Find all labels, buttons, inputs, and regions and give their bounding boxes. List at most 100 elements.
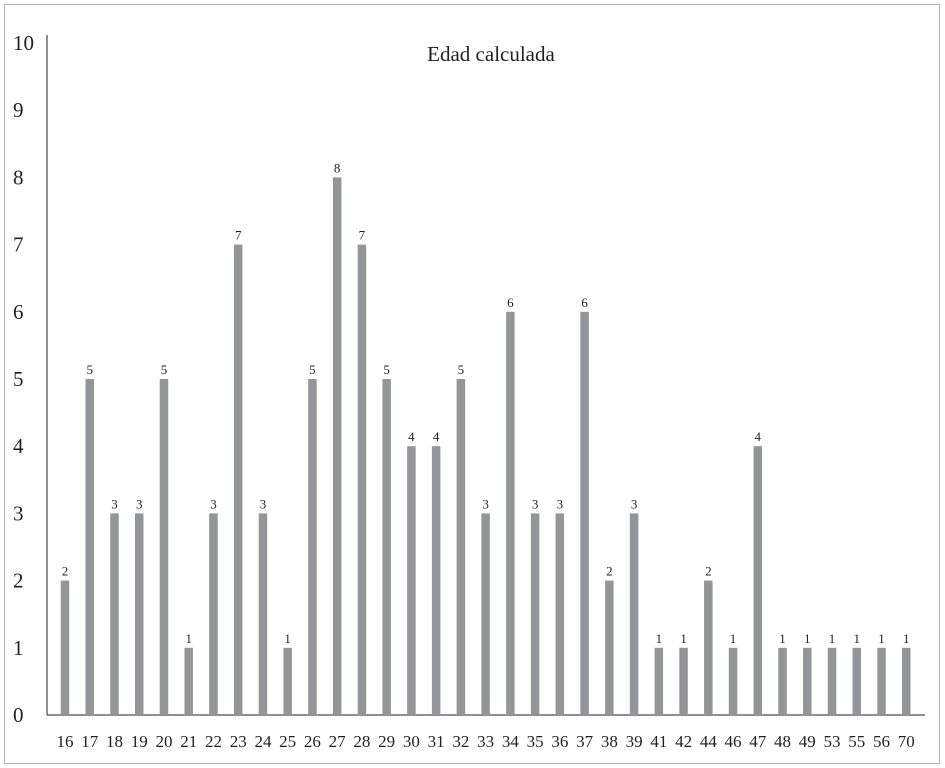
bar <box>728 647 738 715</box>
bar <box>902 647 911 715</box>
data-label: 1 <box>730 631 737 646</box>
bar <box>506 311 515 715</box>
bar <box>134 513 144 715</box>
x-tick-label: 35 <box>527 732 544 751</box>
data-label: 1 <box>656 631 663 646</box>
x-tick-label: 44 <box>700 732 718 751</box>
y-tick-label: 7 <box>13 233 24 257</box>
x-tick-label: 20 <box>155 732 172 751</box>
y-tick-label: 1 <box>13 636 24 660</box>
x-tick-label: 37 <box>576 732 594 751</box>
x-tick-label: 22 <box>205 732 222 751</box>
data-label: 3 <box>136 496 143 511</box>
x-tick-label: 55 <box>848 732 865 751</box>
x-tick-label: 39 <box>626 732 643 751</box>
data-label: 1 <box>854 631 861 646</box>
bar <box>209 513 218 715</box>
y-tick-label: 2 <box>13 569 24 593</box>
data-label: 2 <box>705 564 712 579</box>
data-label: 5 <box>383 362 390 377</box>
bar <box>778 647 787 715</box>
x-tick-label: 49 <box>799 732 816 751</box>
data-label: 3 <box>532 496 539 511</box>
bar <box>357 244 367 715</box>
x-tick-label: 48 <box>774 732 791 751</box>
x-tick-label: 27 <box>329 732 347 751</box>
x-tick-label: 25 <box>279 732 296 751</box>
data-label: 3 <box>210 496 217 511</box>
data-label: 1 <box>680 631 687 646</box>
bar <box>382 379 391 715</box>
x-tick-label: 28 <box>353 732 370 751</box>
y-tick-label: 6 <box>13 300 24 324</box>
data-label: 1 <box>804 631 811 646</box>
bar <box>654 647 664 715</box>
x-tick-label: 16 <box>57 732 74 751</box>
bar <box>85 379 94 715</box>
data-label: 3 <box>557 496 564 511</box>
x-tick-label: 36 <box>551 732 568 751</box>
bar <box>555 513 565 715</box>
y-tick-label: 9 <box>13 98 24 122</box>
y-axis: 0 1 2 3 4 5 6 7 8 9 10 <box>13 31 48 727</box>
x-tick-label: 31 <box>428 732 445 751</box>
data-labels: 2 5 3 3 5 1 3 7 3 1 5 8 7 5 4 4 5 3 6 3 3 6 2 3 1 1 2 1 4 1 1 1 1 1 1 <box>62 160 910 645</box>
x-tick-label: 18 <box>106 732 123 751</box>
data-label: 3 <box>111 496 118 511</box>
x-tick-label: 24 <box>254 732 272 751</box>
y-tick-label: 8 <box>13 165 24 189</box>
bar <box>332 177 342 715</box>
y-tick-label: 3 <box>13 501 24 525</box>
data-label: 2 <box>606 564 613 579</box>
bar <box>456 379 466 715</box>
data-label: 8 <box>334 160 341 175</box>
data-label: 7 <box>235 228 242 243</box>
x-tick-label: 56 <box>873 732 890 751</box>
x-tick-label: 17 <box>81 732 99 751</box>
bar <box>629 513 639 715</box>
data-label: 4 <box>433 429 440 444</box>
x-tick-label: 23 <box>230 732 247 751</box>
x-tick-label: 46 <box>725 732 742 751</box>
data-label: 1 <box>779 631 786 646</box>
x-axis: 16 17 18 19 20 21 22 23 24 25 26 27 28 29 30 31 32 33 34 35… <box>47 714 925 751</box>
data-label: 3 <box>631 496 638 511</box>
bar <box>159 379 169 715</box>
bar <box>605 580 614 715</box>
data-label: 3 <box>482 496 489 511</box>
x-tick-label: 29 <box>378 732 395 751</box>
bar <box>184 647 193 715</box>
bar <box>877 647 886 715</box>
x-tick-label: 19 <box>131 732 148 751</box>
y-tick-label: 4 <box>13 434 24 458</box>
bar <box>233 244 243 715</box>
data-label: 5 <box>309 362 316 377</box>
data-label: 1 <box>284 631 291 646</box>
bar <box>827 647 837 715</box>
data-label: 6 <box>581 295 588 310</box>
x-tick-label: 30 <box>403 732 420 751</box>
bar <box>431 446 441 715</box>
x-tick-label: 21 <box>180 732 197 751</box>
bar <box>283 647 292 715</box>
data-label: 5 <box>86 362 93 377</box>
bar <box>704 580 713 715</box>
data-label: 5 <box>161 362 168 377</box>
data-label: 3 <box>260 496 267 511</box>
x-tick-label: 41 <box>650 732 667 751</box>
bar <box>852 647 862 715</box>
x-tick-label: 34 <box>502 732 520 751</box>
x-tick-label: 70 <box>898 732 915 751</box>
bar <box>481 513 490 715</box>
data-label: 6 <box>507 295 514 310</box>
bar <box>110 513 119 715</box>
bar <box>679 647 688 715</box>
bar <box>753 446 763 715</box>
bar <box>407 446 416 715</box>
x-tick-label: 32 <box>452 732 469 751</box>
data-label: 5 <box>458 362 465 377</box>
bar <box>60 580 70 715</box>
x-tick-label: 33 <box>477 732 494 751</box>
data-label: 7 <box>359 228 366 243</box>
